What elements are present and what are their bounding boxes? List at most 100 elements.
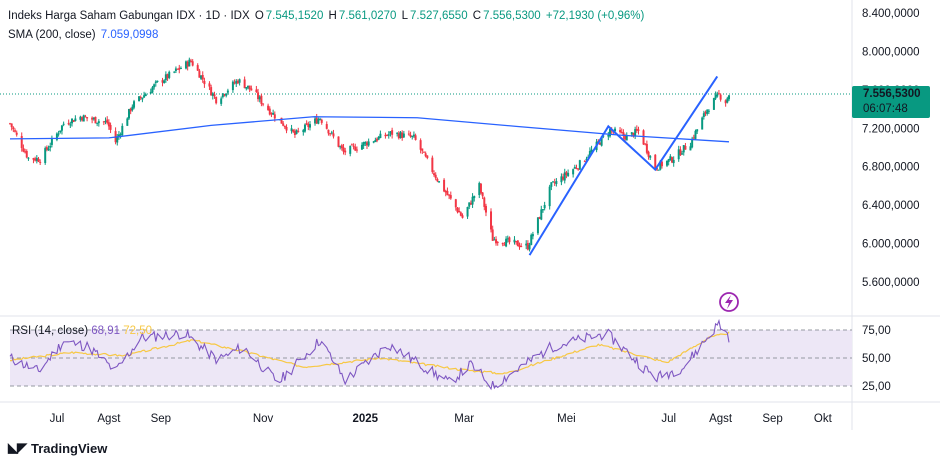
candle-up	[131, 106, 134, 111]
candle-down	[84, 116, 87, 118]
candle-down	[327, 129, 330, 134]
candle-down	[642, 130, 645, 145]
candle-up	[163, 80, 166, 84]
candle-down	[454, 199, 457, 208]
candle-down	[647, 151, 650, 157]
candle-up	[220, 98, 223, 104]
candle-down	[215, 96, 218, 104]
high-value: 7.561,0270	[338, 10, 397, 22]
candle-down	[332, 133, 335, 137]
candle-up	[92, 117, 95, 120]
candle-up	[667, 159, 670, 163]
candle-down	[315, 117, 318, 124]
sma-legend[interactable]: SMA (200, close) 7.059,0998	[8, 29, 160, 41]
candle-up	[550, 182, 553, 187]
candle-up	[330, 132, 333, 134]
candle-up	[379, 133, 382, 138]
candle-down	[15, 132, 18, 135]
candle-up	[71, 118, 74, 124]
candle-up	[396, 132, 399, 134]
candle-down	[461, 215, 464, 218]
candle-down	[660, 161, 663, 167]
candle-down	[458, 210, 461, 213]
price-tag	[852, 86, 930, 119]
candle-up	[226, 90, 229, 93]
candle-down	[37, 158, 40, 162]
candle-up	[588, 151, 591, 156]
candle-down	[305, 123, 308, 125]
candle-down	[409, 134, 412, 137]
candle-up	[649, 156, 652, 158]
candle-up	[468, 202, 471, 207]
candle-up	[543, 204, 546, 209]
candle-up	[712, 98, 715, 110]
candle-down	[443, 179, 446, 192]
candle-up	[528, 244, 531, 250]
candle-down	[679, 149, 682, 156]
candle-down	[39, 161, 42, 163]
candle-up	[412, 134, 415, 137]
candle-up	[138, 96, 141, 102]
candle-down	[562, 176, 565, 180]
rsi-line[interactable]	[9, 318, 730, 391]
time-tick-label: Sep	[151, 413, 171, 425]
candle-up	[555, 181, 558, 184]
candle-up	[69, 124, 72, 126]
candle-up	[200, 75, 203, 79]
candle-up	[657, 169, 660, 171]
candle-down	[342, 147, 345, 152]
candle-down	[444, 190, 447, 193]
lightning-icon-glyph	[725, 295, 733, 309]
candle-down	[273, 114, 276, 119]
candle-up	[121, 125, 124, 136]
candle-down	[285, 126, 288, 131]
candle-down	[490, 211, 493, 230]
candle-up	[585, 158, 588, 161]
candle-down	[191, 61, 194, 66]
candle-up	[62, 123, 65, 125]
candle-down	[434, 174, 437, 179]
candle-down	[515, 241, 518, 243]
candle-up	[119, 134, 122, 136]
candle-up	[57, 133, 60, 135]
candle-up	[506, 238, 509, 240]
sma-label: SMA (200, close)	[8, 29, 96, 41]
pattern-trendline[interactable]	[528, 75, 719, 256]
candle-down	[518, 245, 521, 248]
candle-down	[186, 61, 189, 67]
candle-up	[50, 138, 53, 145]
price-tick-label: 7.200,0000	[862, 123, 920, 135]
candle-up	[669, 156, 672, 161]
candle-down	[386, 134, 389, 136]
candle-up	[360, 144, 363, 150]
sma-200-line[interactable]	[9, 116, 730, 143]
candle-down	[94, 116, 97, 124]
candle-down	[645, 143, 648, 153]
tradingview-logo[interactable]: ◣◤ TradingView	[8, 440, 107, 456]
candle-up	[116, 136, 119, 143]
candle-down	[190, 60, 193, 62]
candle-down	[391, 130, 394, 135]
candle-up	[493, 239, 496, 241]
candle-down	[107, 122, 110, 127]
candle-up	[314, 118, 317, 124]
candle-up	[572, 169, 575, 175]
candle-down	[433, 173, 436, 175]
candle-down	[624, 135, 627, 140]
candle-up	[156, 80, 159, 82]
candle-up	[154, 81, 157, 84]
candle-up	[726, 98, 729, 103]
candle-up	[728, 95, 730, 100]
symbol-title[interactable]: Indeks Harga Saham Gabungan IDX · 1D · I…	[8, 10, 250, 22]
candle-up	[272, 112, 275, 115]
candle-up	[238, 79, 241, 83]
candle-down	[397, 133, 400, 139]
candle-up	[96, 122, 99, 124]
candle-up	[541, 209, 544, 211]
candle-up	[143, 95, 146, 98]
candle-down	[407, 133, 410, 135]
rsi-legend[interactable]: RSI (14, close) 68,91 72,50	[12, 325, 152, 337]
candle-down	[243, 79, 246, 89]
candle-up	[302, 130, 305, 133]
